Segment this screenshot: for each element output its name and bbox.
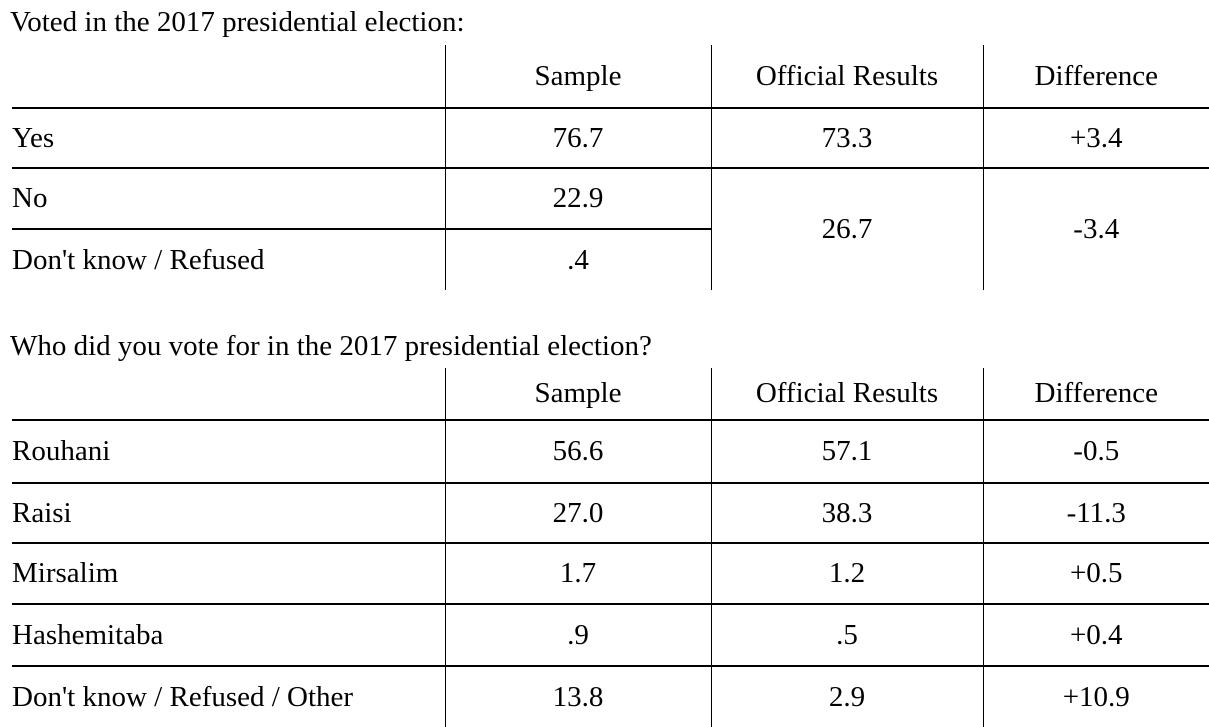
row-label-cell: Mirsalim xyxy=(12,543,445,605)
sample-value-cell: 1.7 xyxy=(444,543,711,605)
official-results-column-header: Official Results xyxy=(710,368,983,421)
official-merged-value-cell: 26.7 xyxy=(710,168,983,290)
table-row-hashemitaba: Hashemitaba .9 .5 +0.4 xyxy=(12,604,1209,667)
difference-column-header: Difference xyxy=(982,45,1209,109)
table-row-dont-know-refused-other: Don't know / Refused / Other 13.8 2.9 +1… xyxy=(12,666,1209,727)
difference-value-cell: +0.5 xyxy=(982,543,1209,605)
question-2-title: Who did you vote for in the 2017 preside… xyxy=(10,330,652,362)
sample-value-cell: 76.7 xyxy=(444,108,711,169)
row-label-cell: Yes xyxy=(12,108,445,169)
row-label-cell: No xyxy=(12,168,445,230)
sample-value-cell: 56.6 xyxy=(444,420,711,484)
sample-column-header: Sample xyxy=(444,45,711,109)
official-results-column-header: Official Results xyxy=(710,45,983,109)
difference-column-header: Difference xyxy=(982,368,1209,421)
row-label-cell: Don't know / Refused / Other xyxy=(12,680,354,713)
official-value-cell: .5 xyxy=(710,604,983,667)
table-row-mirsalim: Mirsalim 1.7 1.2 +0.5 xyxy=(12,543,1209,605)
row-label-cell: Don't know / Refused xyxy=(12,243,265,276)
official-value-cell: 2.9 xyxy=(710,666,983,727)
empty-corner-cell xyxy=(12,368,445,421)
row-label-cell: Raisi xyxy=(12,483,445,544)
table-row-dont-know-refused: Don't know / Refused .4 xyxy=(12,229,1209,290)
table-header-row: Sample Official Results Difference xyxy=(12,45,1209,109)
table-row-yes: Yes 76.7 73.3 +3.4 xyxy=(12,108,1209,169)
row-label-cell: Rouhani xyxy=(12,420,445,484)
row-label-cell: Hashemitaba xyxy=(12,604,445,667)
official-value-cell: 1.2 xyxy=(710,543,983,605)
voted-2017-table: Sample Official Results Difference Yes 7… xyxy=(12,45,1209,290)
difference-merged-value-cell: -3.4 xyxy=(982,168,1209,290)
difference-value-cell: -0.5 xyxy=(982,420,1209,484)
official-value-cell: 57.1 xyxy=(710,420,983,484)
sample-value-cell: 27.0 xyxy=(444,483,711,544)
difference-value-cell: +10.9 xyxy=(982,666,1209,727)
table-row-no: No 22.9 26.7 -3.4 xyxy=(12,168,1209,290)
empty-corner-cell xyxy=(12,45,445,109)
official-value-cell: 73.3 xyxy=(710,108,983,169)
table-row-rouhani: Rouhani 56.6 57.1 -0.5 xyxy=(12,420,1209,484)
vote-choice-2017-table: Sample Official Results Difference Rouha… xyxy=(12,368,1209,727)
question-1-title: Voted in the 2017 presidential election: xyxy=(10,6,465,38)
sample-value-cell: .9 xyxy=(444,604,711,667)
table-row-raisi: Raisi 27.0 38.3 -11.3 xyxy=(12,483,1209,544)
sample-value-cell: .4 xyxy=(444,229,711,290)
sample-value-cell: 13.8 xyxy=(444,666,711,727)
difference-value-cell: +3.4 xyxy=(982,108,1209,169)
difference-value-cell: -11.3 xyxy=(982,483,1209,544)
table-header-row: Sample Official Results Difference xyxy=(12,368,1209,421)
sample-value-cell: 22.9 xyxy=(444,168,711,230)
sample-column-header: Sample xyxy=(444,368,711,421)
difference-value-cell: +0.4 xyxy=(982,604,1209,667)
official-value-cell: 38.3 xyxy=(710,483,983,544)
